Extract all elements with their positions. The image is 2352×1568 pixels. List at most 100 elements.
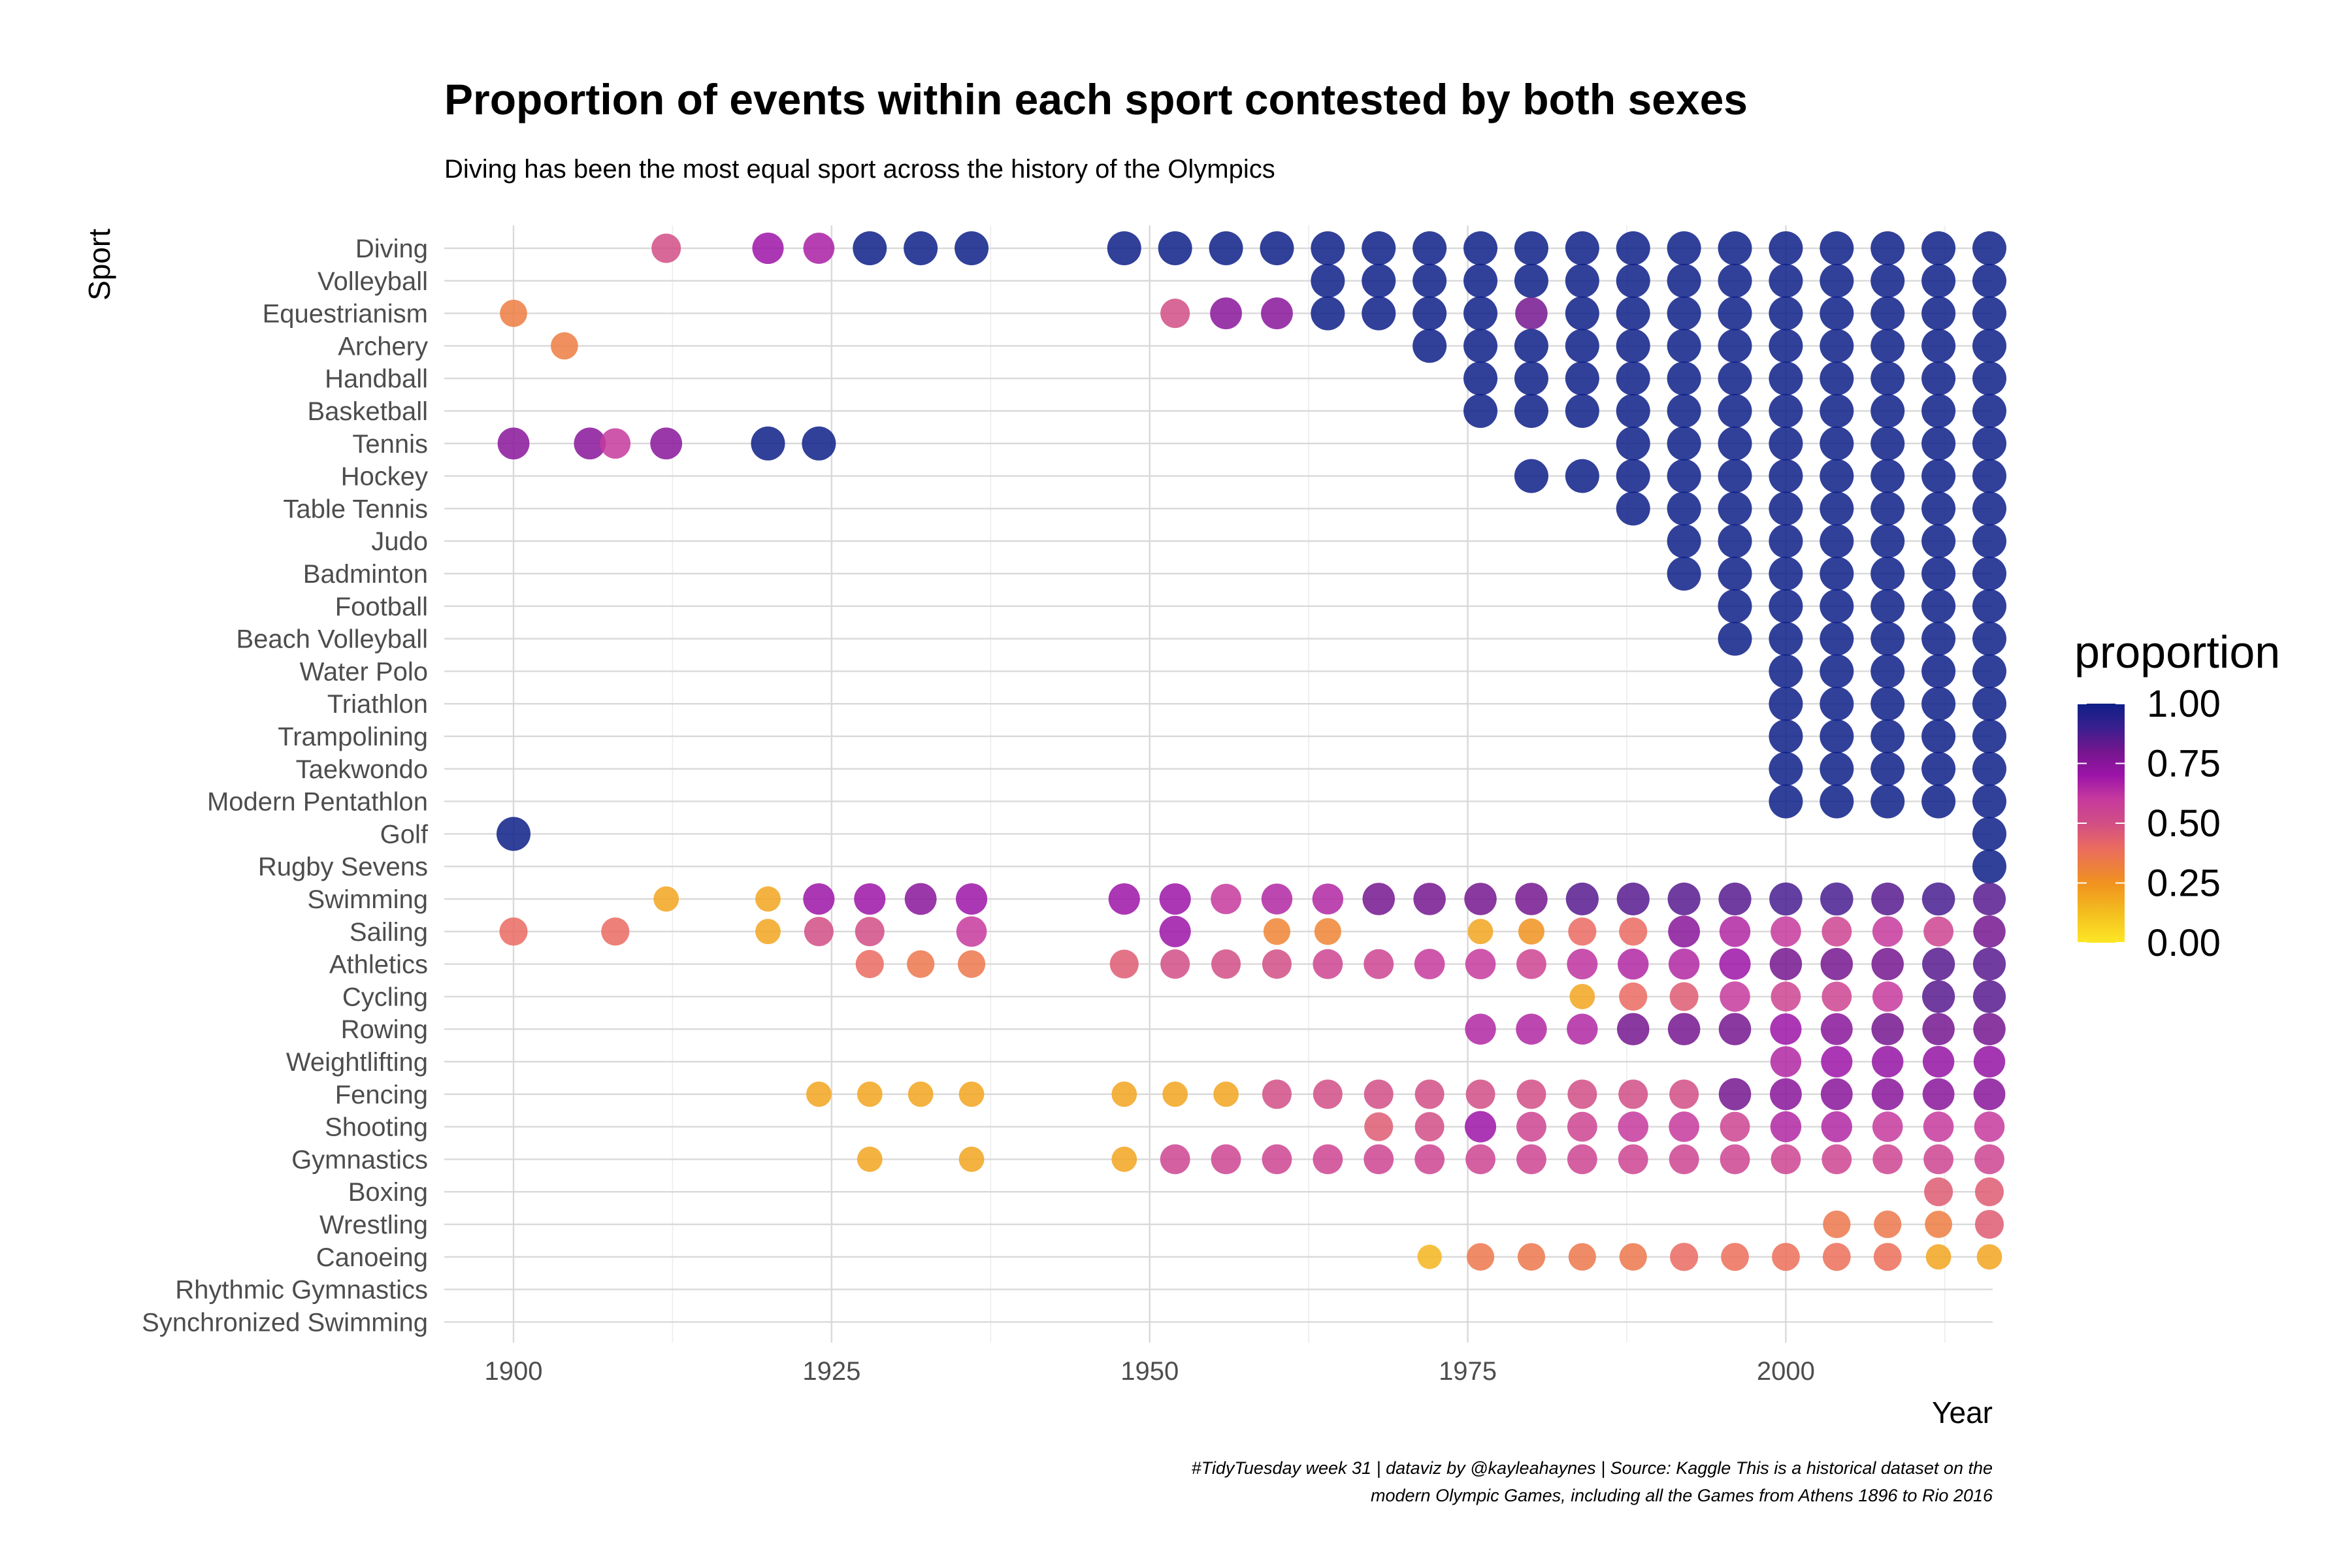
data-point <box>1820 751 1854 786</box>
legend-tick-label: 0.00 <box>2147 922 2221 964</box>
data-point <box>755 886 781 912</box>
data-point <box>1921 263 1956 298</box>
data-point <box>1771 916 1801 947</box>
data-point <box>1159 883 1191 915</box>
data-point <box>1718 361 1752 396</box>
data-point <box>1972 263 2006 298</box>
data-point <box>1870 296 1905 331</box>
x-axis-labels: 1900 1925 1950 1975 2000 <box>485 1357 1815 1386</box>
data-point <box>956 883 988 915</box>
data-point <box>1870 654 1905 689</box>
data-point <box>1820 719 1854 753</box>
data-point <box>1769 719 1803 753</box>
data-point <box>1515 297 1548 330</box>
data-point <box>1820 1078 1853 1111</box>
data-point <box>1974 1111 2005 1142</box>
data-point <box>1718 263 1752 298</box>
data-point <box>1769 459 1803 493</box>
data-point <box>1921 589 1956 623</box>
data-point <box>1314 918 1341 945</box>
data-point <box>1721 1243 1749 1271</box>
data-point <box>1211 1144 1241 1175</box>
data-point <box>1616 263 1650 298</box>
data-point <box>1972 557 2006 591</box>
data-point <box>1972 491 2006 526</box>
data-point <box>1567 1013 1598 1045</box>
y-tick-label: Wrestling <box>319 1211 428 1239</box>
data-point <box>1618 1144 1648 1175</box>
data-point <box>1516 949 1546 979</box>
data-point <box>956 916 987 947</box>
data-point <box>853 231 887 265</box>
data-point <box>857 1081 883 1107</box>
data-point <box>1820 654 1854 689</box>
y-axis-title: Sport <box>82 229 116 301</box>
data-point <box>1820 589 1854 623</box>
data-point <box>1465 1144 1495 1175</box>
data-point <box>1311 296 1345 331</box>
data-point <box>1516 1144 1546 1175</box>
data-point <box>1921 329 1956 363</box>
data-point <box>1820 231 1854 265</box>
data-point <box>1972 459 2006 493</box>
data-point <box>1311 231 1345 265</box>
y-tick-label: Archery <box>338 332 428 361</box>
data-point <box>1616 882 1650 916</box>
data-point <box>1516 1079 1546 1109</box>
data-point <box>1565 459 1599 493</box>
data-point <box>1313 949 1343 979</box>
data-point <box>1619 917 1648 946</box>
data-point <box>1465 949 1496 979</box>
data-point <box>1923 1111 1954 1142</box>
data-point <box>1364 1112 1394 1141</box>
y-tick-label: Boxing <box>348 1178 428 1207</box>
data-point <box>1972 524 2006 559</box>
data-point <box>1362 263 1396 298</box>
data-point <box>1463 329 1498 363</box>
data-points <box>497 231 2006 1271</box>
data-point <box>1870 687 1905 721</box>
data-point <box>1973 1045 2006 1078</box>
data-point <box>1924 1177 1953 1207</box>
data-point <box>1718 491 1752 526</box>
data-point <box>1413 263 1447 298</box>
data-point <box>1514 329 1548 363</box>
y-tick-label: Cycling <box>342 983 428 1011</box>
data-point <box>1872 1144 1903 1175</box>
data-point <box>854 883 886 915</box>
data-point <box>1972 980 2006 1013</box>
data-point <box>1972 719 2006 753</box>
data-point <box>1822 1243 1851 1271</box>
y-tick-label: Synchronized Swimming <box>142 1308 428 1337</box>
data-point <box>1568 917 1597 946</box>
data-point <box>907 1081 934 1107</box>
x-axis-title: Year <box>1932 1396 1993 1429</box>
data-point <box>1718 1078 1752 1111</box>
data-point <box>1160 1144 1190 1175</box>
data-point <box>551 332 578 360</box>
y-tick-label: Modern Pentathlon <box>207 788 428 817</box>
data-point <box>802 426 836 461</box>
y-tick-label: Hockey <box>341 463 428 491</box>
caption-line-1: #TidyTuesday week 31 | dataviz by @kayle… <box>1192 1458 1993 1478</box>
data-point <box>1616 394 1650 428</box>
data-point <box>1719 948 1751 980</box>
data-point <box>1769 329 1803 363</box>
data-point <box>1870 231 1905 265</box>
data-point <box>1972 621 2006 656</box>
data-point <box>1769 263 1803 298</box>
data-point <box>1616 1013 1650 1045</box>
data-point <box>1769 361 1803 396</box>
data-point <box>1921 621 1956 656</box>
data-point <box>1972 654 2006 689</box>
data-point <box>1771 981 1801 1012</box>
data-point <box>497 817 531 851</box>
legend-ticks: 1.00 0.75 0.50 0.25 0.00 <box>2078 683 2221 964</box>
data-point <box>1870 719 1905 753</box>
data-point <box>1261 297 1293 329</box>
data-point <box>1820 394 1854 428</box>
data-point <box>1923 1144 1954 1175</box>
data-point <box>1821 981 1852 1012</box>
data-point <box>1514 361 1548 396</box>
data-point <box>1921 491 1956 526</box>
